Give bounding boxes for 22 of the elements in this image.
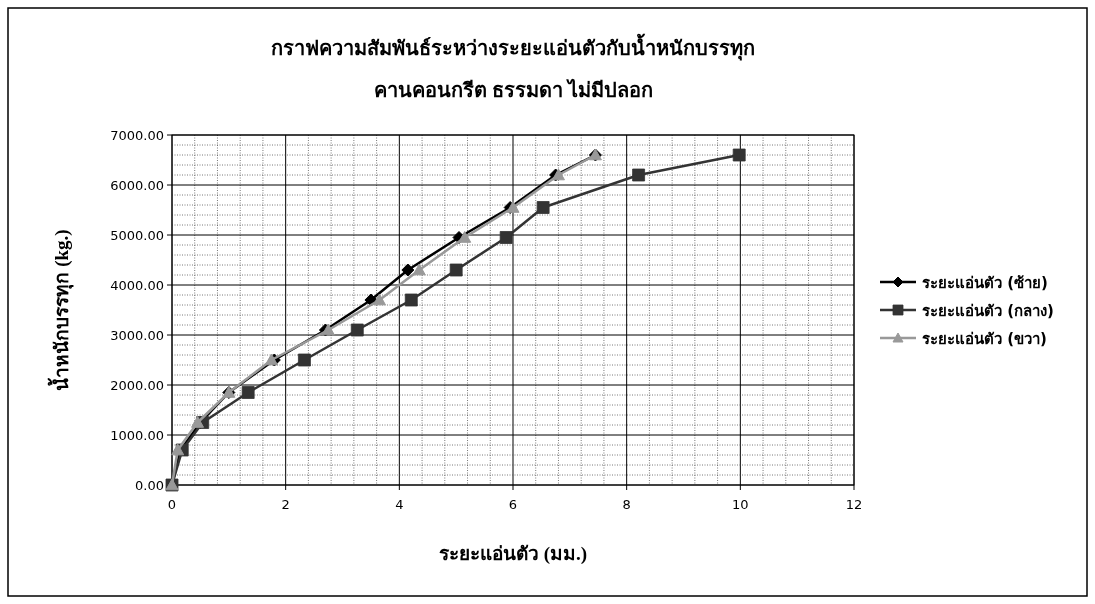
y-tick-label: 7000.00 xyxy=(110,128,164,143)
legend-label: ระยะแอ่นตัว (ขวา) xyxy=(922,330,1047,348)
legend-label: ระยะแอ่นตัว (ซ้าย) xyxy=(922,274,1048,292)
x-tick-label: 2 xyxy=(281,497,290,512)
x-tick-label: 4 xyxy=(395,497,404,512)
y-tick-label: 0.00 xyxy=(135,478,164,493)
x-tick-label: 12 xyxy=(845,497,863,512)
chart-subtitle: คานคอนกรีต ธรรมดา ไม่มีปลอก xyxy=(373,78,653,101)
x-tick-label: 0 xyxy=(167,497,177,512)
y-tick-label: 3000.00 xyxy=(110,328,164,343)
x-tick-label: 10 xyxy=(732,497,749,512)
y-tick-label: 2000.00 xyxy=(110,378,164,393)
y-tick-label: 5000.00 xyxy=(110,228,164,243)
x-tick-label: 6 xyxy=(508,497,518,512)
y-axis-title: น้ำหนักบรรทุก (kg.) xyxy=(47,229,74,391)
y-tick-label: 1000.00 xyxy=(110,428,164,443)
legend-label: ระยะแอ่นตัว (กลาง) xyxy=(922,302,1054,320)
x-axis-title: ระยะแอ่นตัว (มม.) xyxy=(438,543,588,565)
y-tick-label: 6000.00 xyxy=(110,178,164,193)
chart-title: กราฟความสัมพันธ์ระหว่างระยะแอ่นตัวกับน้ำหนักบรรทุก xyxy=(271,33,755,61)
x-tick-label: 8 xyxy=(622,497,631,512)
y-tick-label: 4000.00 xyxy=(110,278,164,293)
